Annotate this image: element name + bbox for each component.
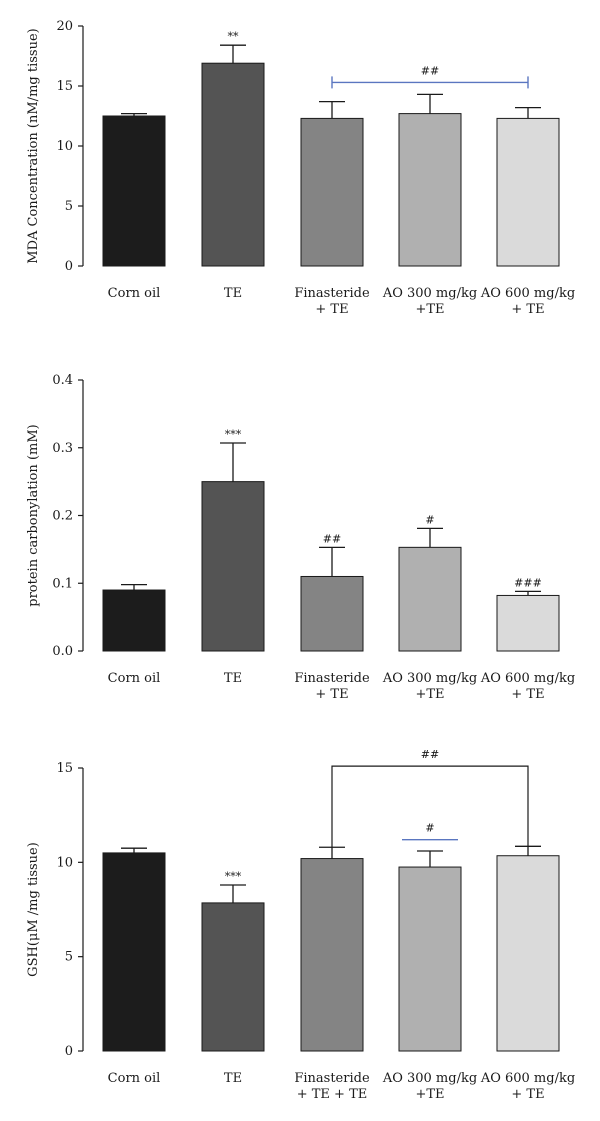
bar (496, 855, 560, 1052)
category-label: + TE (511, 687, 544, 702)
bar (496, 117, 560, 267)
bar (398, 866, 462, 1052)
y-tick-label: 15 (56, 79, 73, 94)
significance-label: ### (514, 576, 542, 589)
category-label: +TE (415, 687, 444, 702)
category-label: TE (224, 286, 242, 301)
y-tick-label: 0.4 (52, 373, 73, 388)
y-tick-label: 5 (65, 199, 73, 214)
y-tick-label: 0 (65, 259, 73, 274)
y-tick-label: 0.2 (52, 509, 73, 524)
comparison-label: # (425, 822, 434, 835)
category-label: AO 600 mg/kg (480, 1071, 575, 1086)
category-label: Corn oil (108, 671, 161, 686)
comparison-label: ## (421, 748, 439, 761)
category-label: + TE (315, 687, 348, 702)
category-label: + TE (511, 302, 544, 317)
comparison-bracket (331, 765, 529, 848)
bar (201, 902, 265, 1052)
category-label: Finasteride (294, 1071, 370, 1086)
category-label: Corn oil (108, 1071, 161, 1086)
y-axis-title: GSH(μM /mg tissue) (26, 842, 41, 977)
significance-label: ## (323, 532, 341, 545)
category-label: Corn oil (108, 286, 161, 301)
significance-label: # (425, 513, 434, 526)
chart-3: 0 5 10 15 GSH(μM /mg tissue) Corn oil *** TE Fin… (26, 748, 575, 1102)
bar (201, 62, 265, 267)
category-label: Finasteride (294, 671, 370, 686)
bar (398, 113, 462, 267)
bar (496, 594, 560, 652)
bar (102, 589, 166, 652)
y-tick-label: 10 (56, 139, 73, 154)
y-tick-label: 5 (65, 950, 73, 965)
category-label: + TE (315, 302, 348, 317)
significance-label: *** (225, 428, 242, 441)
category-label: +TE (415, 302, 444, 317)
y-axis-title: protein carbonylation (mM) (26, 424, 41, 606)
category-label: +TE (415, 1087, 444, 1102)
category-label: AO 300 mg/kg (382, 671, 477, 686)
category-label: AO 600 mg/kg (480, 671, 575, 686)
y-tick-label: 15 (56, 761, 73, 776)
category-label: AO 600 mg/kg (480, 286, 575, 301)
comparison-label: ## (421, 64, 439, 77)
chart-2: 0.0 0.1 0.2 0.3 0.4 protein carbonylation (mM… (26, 373, 575, 702)
category-label: AO 300 mg/kg (382, 1071, 477, 1086)
y-tick-label: 0.3 (52, 441, 73, 456)
y-tick-label: 0.0 (52, 644, 73, 659)
significance-label: ** (228, 30, 240, 43)
y-axis-title: MDA Concentration (nM/mg tissue) (26, 28, 41, 263)
y-tick-label: 0.1 (52, 576, 73, 591)
bar (300, 117, 364, 267)
category-label: + TE + TE (297, 1087, 368, 1102)
bar (102, 115, 166, 267)
bar (398, 546, 462, 652)
bar (102, 852, 166, 1052)
category-label: Finasteride (294, 286, 370, 301)
y-tick-label: 0 (65, 1044, 73, 1059)
category-label: + TE (511, 1087, 544, 1102)
chart-1: 0 5 10 15 20 MDA Concentration (nM/mg tissue)… (26, 19, 575, 317)
y-tick-label: 10 (56, 855, 73, 870)
category-label: TE (224, 671, 242, 686)
significance-label: *** (225, 870, 242, 883)
bar (300, 858, 364, 1052)
bar (300, 575, 364, 652)
y-tick-label: 20 (56, 19, 73, 34)
category-label: AO 300 mg/kg (382, 286, 477, 301)
category-label: TE (224, 1071, 242, 1086)
bar (201, 481, 265, 652)
